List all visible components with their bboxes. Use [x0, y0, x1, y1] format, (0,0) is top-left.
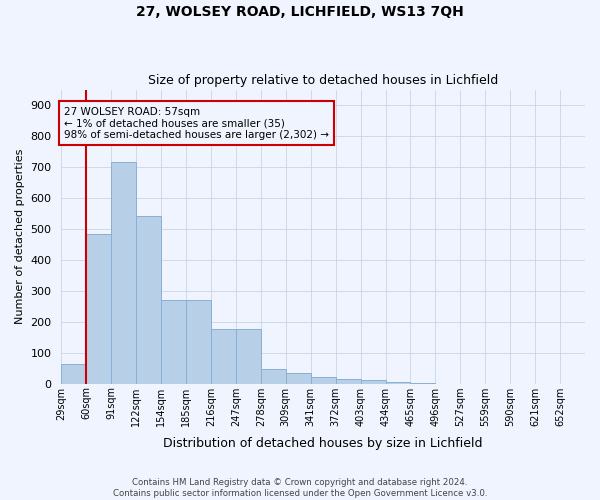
Bar — [261, 369, 286, 384]
Text: 27 WOLSEY ROAD: 57sqm
← 1% of detached houses are smaller (35)
98% of semi-detac: 27 WOLSEY ROAD: 57sqm ← 1% of detached h… — [64, 106, 329, 140]
Y-axis label: Number of detached properties: Number of detached properties — [15, 149, 25, 324]
Bar — [161, 300, 186, 384]
Text: 27, WOLSEY ROAD, LICHFIELD, WS13 7QH: 27, WOLSEY ROAD, LICHFIELD, WS13 7QH — [136, 5, 464, 19]
Bar — [136, 216, 161, 384]
Bar — [86, 234, 111, 384]
Bar — [311, 378, 335, 384]
Bar — [410, 382, 436, 384]
Bar — [386, 382, 410, 384]
Title: Size of property relative to detached houses in Lichfield: Size of property relative to detached ho… — [148, 74, 499, 87]
X-axis label: Distribution of detached houses by size in Lichfield: Distribution of detached houses by size … — [163, 437, 483, 450]
Bar — [236, 330, 261, 384]
Bar — [286, 373, 311, 384]
Bar — [335, 379, 361, 384]
Bar — [186, 300, 211, 384]
Bar — [61, 364, 86, 384]
Bar — [211, 330, 236, 384]
Bar — [361, 380, 386, 384]
Bar — [111, 162, 136, 384]
Text: Contains HM Land Registry data © Crown copyright and database right 2024.
Contai: Contains HM Land Registry data © Crown c… — [113, 478, 487, 498]
